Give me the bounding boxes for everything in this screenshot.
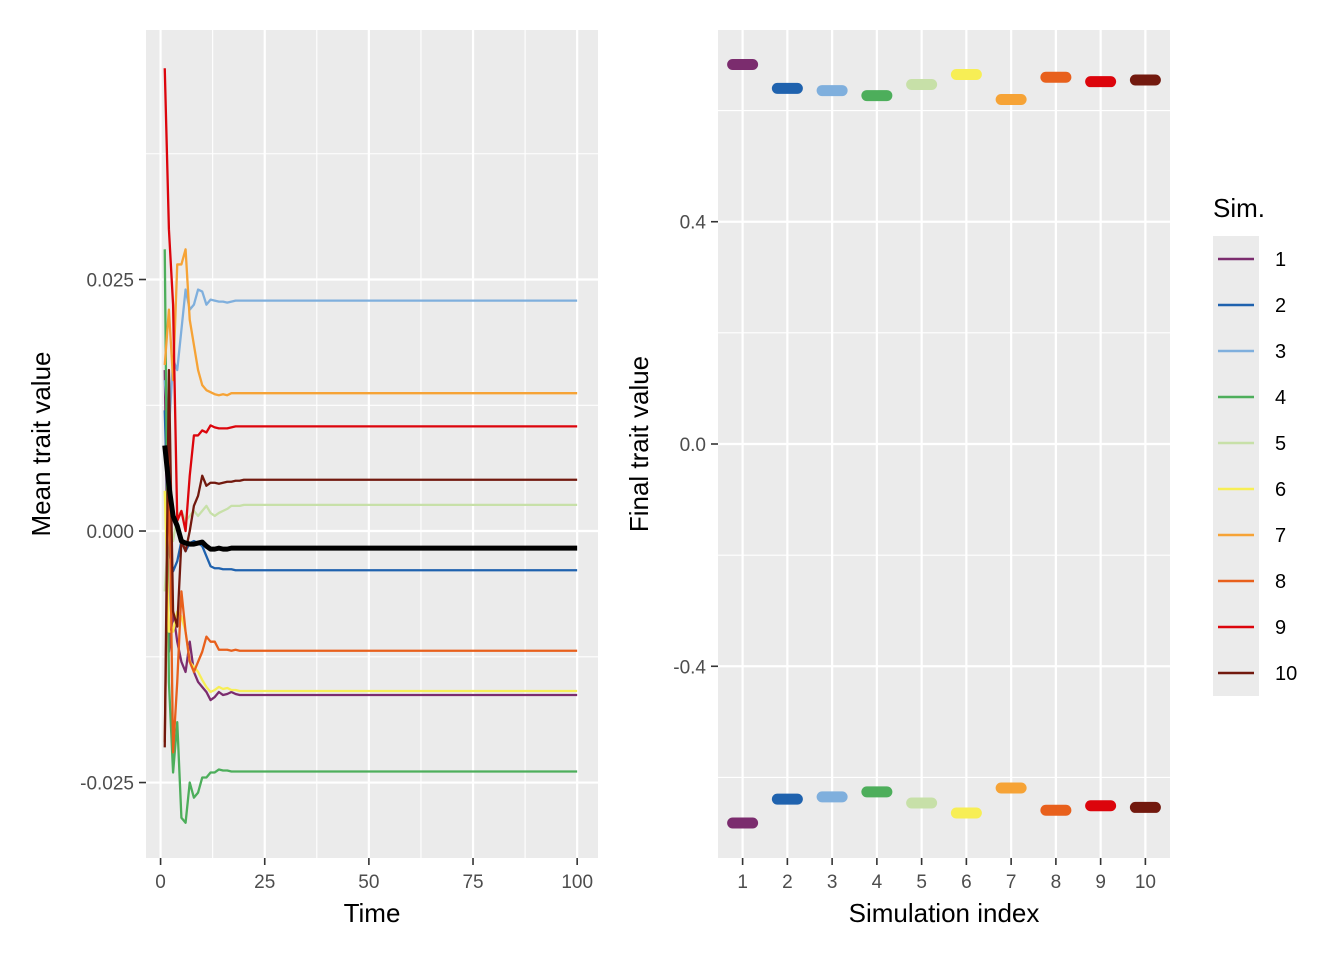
right-x-tick-label: 9 xyxy=(1095,872,1106,893)
right-x-tick-label: 5 xyxy=(916,872,927,893)
left-x-tick-label: 25 xyxy=(254,872,275,893)
right-y-axis-title: Final trait value xyxy=(624,356,654,532)
legend-label-sim-7: 7 xyxy=(1275,525,1286,547)
legend-label-sim-2: 2 xyxy=(1275,295,1286,317)
right-x-tick-label: 10 xyxy=(1135,872,1156,893)
legend-title: Sim. xyxy=(1213,193,1265,223)
series-line-sim-4 xyxy=(163,249,578,824)
right-x-tick-label: 7 xyxy=(1006,872,1017,893)
legend-label-sim-4: 4 xyxy=(1275,387,1286,409)
series-line-sim-6 xyxy=(163,490,578,694)
right-x-tick-label: 2 xyxy=(782,872,793,893)
left-y-tick-label: 0.000 xyxy=(86,522,134,543)
legend-items: 1 2 3 4 5 6 7 8 9 10 xyxy=(1218,249,1297,685)
series-line-sim-7 xyxy=(163,248,578,397)
left-x-tick-label: 100 xyxy=(561,872,593,893)
legend-label-sim-6: 6 xyxy=(1275,479,1286,501)
legend: Sim. 1 2 3 4 5 6 7 8 9 10 xyxy=(1213,193,1297,696)
right-x-tick-label: 6 xyxy=(961,872,972,893)
left-y-axis-title: Mean trait value xyxy=(26,352,56,537)
legend-label-sim-3: 3 xyxy=(1275,341,1286,363)
left-plot-background xyxy=(146,30,598,858)
left-grid xyxy=(146,30,598,858)
right-y-tick-label: -0.4 xyxy=(673,657,706,678)
legend-label-sim-8: 8 xyxy=(1275,571,1286,593)
left-chart-panel: 0 25 50 75 100 -0.025 0.000 0.025 Time Mean tra… xyxy=(26,30,598,928)
left-x-tick-label: 75 xyxy=(462,872,483,893)
series-line-sim-1 xyxy=(163,370,578,702)
right-x-tick-label: 8 xyxy=(1051,872,1062,893)
right-chart-panel: 1 2 3 4 5 6 7 8 9 10 -0.4 0.0 0.4 Simulation index F… xyxy=(624,30,1170,928)
legend-label-sim-5: 5 xyxy=(1275,433,1286,455)
series-line-sim-9 xyxy=(163,68,578,533)
legend-label-sim-9: 9 xyxy=(1275,617,1286,639)
left-series-lines xyxy=(162,68,578,824)
legend-label-sim-10: 10 xyxy=(1275,663,1297,685)
right-y-tick-label: 0.0 xyxy=(680,435,706,456)
right-x-tick-label: 3 xyxy=(827,872,838,893)
left-y-tick-label: 0.025 xyxy=(86,271,134,292)
right-y-tick-label: 0.4 xyxy=(680,213,707,234)
left-x-tick-label: 50 xyxy=(358,872,379,893)
series-line-sim-10 xyxy=(163,368,578,748)
right-x-tick-label: 1 xyxy=(737,872,748,893)
right-x-tick-label: 4 xyxy=(872,872,883,893)
left-x-tick-label: 0 xyxy=(155,872,166,893)
right-grid xyxy=(718,30,1170,858)
series-line-sim-3 xyxy=(163,288,578,432)
left-x-axis-title: Time xyxy=(344,898,401,928)
right-point-marks xyxy=(727,58,1161,829)
legend-label-sim-1: 1 xyxy=(1275,249,1286,271)
left-y-tick-label: -0.025 xyxy=(80,774,134,795)
right-axes: 1 2 3 4 5 6 7 8 9 10 -0.4 0.0 0.4 xyxy=(673,213,1156,893)
right-x-axis-title: Simulation index xyxy=(849,898,1040,928)
legend-key-background xyxy=(1213,236,1259,696)
series-line-sim-8 xyxy=(163,449,578,754)
mean-series-line xyxy=(162,445,578,552)
left-axes: 0 25 50 75 100 -0.025 0.000 0.025 xyxy=(80,271,593,893)
